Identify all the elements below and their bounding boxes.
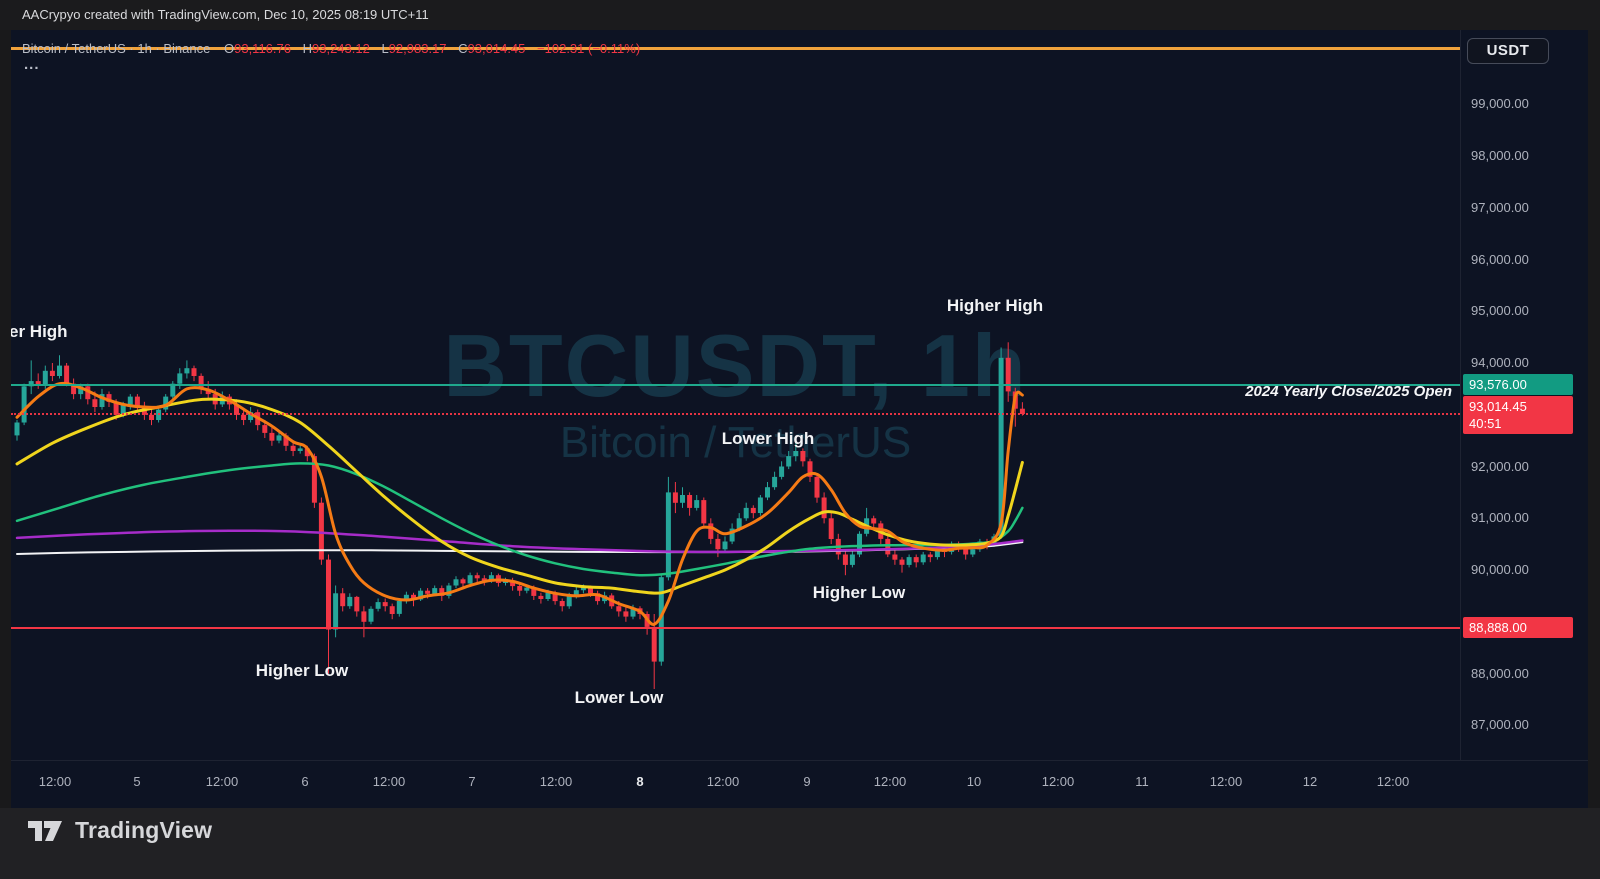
yearly-open-note[interactable]: 2024 Yearly Close/2025 Open	[1245, 383, 1452, 400]
legend-change: −102.31 (−0.11%)	[537, 41, 641, 56]
price-tick: 98,000.00	[1471, 148, 1529, 163]
swing-label[interactable]: Lower Low	[574, 688, 664, 707]
attribution-bar: AACrypyo created with TradingView.com, D…	[0, 0, 1600, 30]
time-tick: 12:00	[372, 774, 406, 789]
time-axis[interactable]: 12:00 5 12:00 6 12:00 7 12:00 8 12:00 9 12:00 10 12:…	[11, 760, 1588, 808]
ma-fast-orange	[15, 381, 1024, 626]
legend-low: L92,983.17	[381, 41, 447, 56]
swing-label[interactable]: Higher High	[946, 296, 1044, 315]
chart-card: BTCUSDT, 1h Bitcoin / TetherUS 2024 Year…	[11, 30, 1588, 808]
chart-stage: BTCUSDT, 1h Bitcoin / TetherUS 2024 Year…	[0, 30, 1600, 808]
yearly-open-line[interactable]	[11, 383, 1460, 386]
time-tick: 12:00	[205, 774, 239, 789]
time-tick: 6	[301, 774, 309, 789]
time-tick: 12:00	[1209, 774, 1243, 789]
support-88888-line[interactable]	[11, 626, 1460, 629]
yearly-open-price-badge: 93,576.00	[1463, 373, 1573, 395]
tradingview-logo[interactable]: TradingView	[28, 817, 212, 844]
candles	[14, 342, 1025, 689]
price-axis[interactable]: 99,000.00 98,000.00 97,000.00 96,000.00 95,0…	[1460, 30, 1588, 760]
last-price-value: 93,014.45	[1469, 399, 1527, 414]
tradingview-logo-icon	[28, 820, 62, 841]
time-tick: 7	[468, 774, 476, 789]
price-tick: 91,000.00	[1471, 510, 1529, 526]
time-tick: 12	[1302, 774, 1318, 789]
price-tick: 96,000.00	[1471, 251, 1529, 267]
symbol-legend[interactable]: Bitcoin / TetherUS · 1h · Binance O93,11…	[22, 41, 640, 56]
time-tick: 12:00	[539, 774, 573, 789]
swing-label[interactable]: Lower High	[721, 429, 815, 448]
currency-toggle-button[interactable]: USDT	[1467, 38, 1549, 64]
swing-label[interactable]: Higher Low	[812, 583, 906, 602]
legend-more-button[interactable]: ...	[24, 56, 40, 73]
price-tick: 92,000.00	[1471, 458, 1529, 474]
price-tick: 94,000.00	[1471, 355, 1529, 370]
bar-countdown: 40:51	[1469, 416, 1502, 431]
swing-label[interactable]: er High	[11, 322, 68, 341]
legend-open: O93,116.76	[223, 41, 291, 56]
chart-pane[interactable]: BTCUSDT, 1h Bitcoin / TetherUS 2024 Year…	[11, 30, 1460, 760]
time-tick: 12:00	[1376, 774, 1410, 789]
swing-label[interactable]: Higher Low	[255, 661, 349, 680]
price-tick: 99,000.00	[1471, 96, 1529, 112]
ma-mid-yellow	[15, 397, 1024, 595]
tradingview-logo-text: TradingView	[75, 817, 213, 843]
price-tick: 95,000.00	[1471, 303, 1529, 319]
footer-bar: TradingView	[0, 808, 1600, 879]
ma-slow-green	[15, 462, 1024, 577]
candlestick-chart[interactable]	[11, 30, 1460, 760]
last-price-badge: 93,014.45 40:51	[1463, 396, 1573, 434]
time-tick: 9	[803, 774, 811, 789]
legend-symbol-title[interactable]: Bitcoin / TetherUS · 1h · Binance	[22, 41, 211, 56]
time-tick: 5	[133, 774, 141, 789]
price-tick: 88,000.00	[1471, 665, 1529, 681]
round-level-line[interactable]	[11, 47, 1460, 51]
price-tick: 87,000.00	[1471, 717, 1529, 733]
time-tick: 12:00	[706, 774, 740, 789]
legend-close: C93,014.45	[458, 41, 526, 56]
time-tick: 12:00	[1041, 774, 1075, 789]
last-price-line	[11, 413, 1460, 415]
time-tick: 12:00	[38, 774, 72, 789]
price-tick: 97,000.00	[1471, 199, 1529, 215]
time-tick: 8	[636, 774, 644, 789]
price-tick: 90,000.00	[1471, 562, 1529, 577]
time-tick: 12:00	[873, 774, 907, 789]
attribution-text: AACrypyo created with TradingView.com, D…	[22, 7, 429, 22]
time-tick: 11	[1135, 774, 1149, 789]
support-price-badge: 88,888.00	[1463, 616, 1573, 638]
ma-long-purple	[15, 529, 1024, 554]
time-tick: 10	[966, 774, 982, 789]
legend-high: H93,243.12	[302, 41, 370, 56]
